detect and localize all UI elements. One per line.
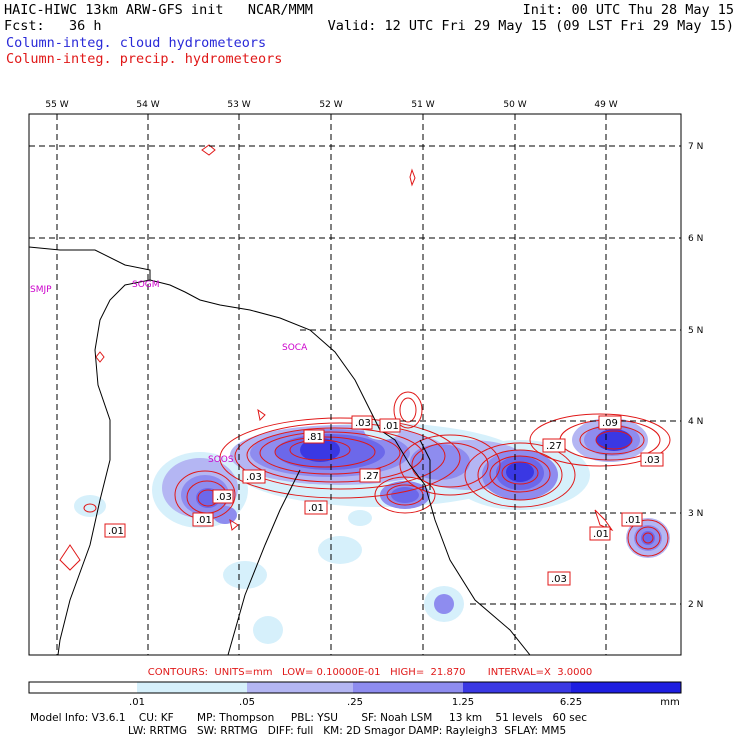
contour-value-labels: .01 .03 .01 .81 .03 .27 .01 .27 .03 .01 … bbox=[104, 415, 664, 586]
forecast-hour: Fcst: 36 h bbox=[4, 18, 102, 34]
colorbar-tick: 1.25 bbox=[452, 697, 474, 708]
contour-label: .03 bbox=[242, 469, 266, 484]
colorbar-tick: .25 bbox=[347, 697, 363, 708]
contour-label: .03 bbox=[640, 452, 664, 467]
init-time: Init: 00 UTC Thu 28 May 15 bbox=[522, 2, 734, 18]
lat-label: 6 N bbox=[688, 234, 703, 244]
contour-label: .27 bbox=[542, 438, 566, 453]
map-frame bbox=[28, 113, 682, 656]
precip-legend-label: Column-integ. precip. hydrometeors bbox=[6, 51, 283, 67]
graticule bbox=[29, 114, 681, 655]
station-label: SOGM bbox=[132, 280, 160, 290]
contour-label: .03 bbox=[212, 489, 234, 504]
colorbar-swatch bbox=[137, 682, 247, 693]
svg-text:.01: .01 bbox=[593, 529, 609, 540]
contour-label: .01 bbox=[589, 526, 611, 541]
cloud-legend-label: Column-integ. cloud hydrometeors bbox=[6, 35, 267, 51]
lat-label: 5 N bbox=[688, 326, 703, 336]
lat-label: 7 N bbox=[688, 142, 703, 152]
lon-label: 51 W bbox=[411, 100, 434, 110]
contour-label: .27 bbox=[359, 468, 381, 483]
colorbar-tick: .01 bbox=[129, 697, 145, 708]
svg-text:.01: .01 bbox=[196, 515, 212, 526]
svg-text:.81: .81 bbox=[307, 432, 323, 443]
model-info-line1: Model Info: V3.6.1 CU: KF MP: Thompson P… bbox=[30, 712, 587, 724]
colorbar-swatch bbox=[29, 682, 137, 693]
lon-label: 49 W bbox=[594, 100, 617, 110]
lon-label: 55 W bbox=[45, 100, 68, 110]
svg-text:.03: .03 bbox=[551, 574, 567, 585]
svg-text:.03: .03 bbox=[216, 492, 232, 503]
colorbar-swatch bbox=[353, 682, 463, 693]
colorbar: .01 .05 .25 1.25 6.25 mm bbox=[28, 681, 682, 708]
svg-text:.01: .01 bbox=[108, 526, 124, 537]
svg-text:.09: .09 bbox=[602, 418, 618, 429]
map-area: SMJP SOGM SOCA SOOS .01 .03 .01 .81 .03 … bbox=[29, 114, 681, 655]
svg-text:.03: .03 bbox=[644, 455, 660, 466]
longitude-labels: 55 W 54 W 53 W 52 W 51 W 50 W 49 W bbox=[45, 100, 617, 110]
contour-label: .01 bbox=[379, 418, 401, 433]
contour-label: .81 bbox=[303, 429, 325, 444]
colorbar-swatch bbox=[247, 682, 353, 693]
svg-text:.01: .01 bbox=[625, 515, 641, 526]
lat-label: 2 N bbox=[688, 600, 703, 610]
colorbar-frame bbox=[28, 681, 682, 694]
contours-info: CONTOURS: UNITS=mm LOW= 0.10000E-01 HIGH… bbox=[147, 667, 593, 678]
lat-label: 4 N bbox=[688, 417, 703, 427]
lon-label: 50 W bbox=[503, 100, 526, 110]
station-label: SOCA bbox=[282, 343, 308, 353]
contour-label: .01 bbox=[304, 500, 328, 515]
colorbar-swatch bbox=[463, 682, 571, 693]
station-label: SMJP bbox=[30, 285, 52, 295]
coastline bbox=[29, 246, 531, 655]
contour-label: .01 bbox=[192, 512, 214, 527]
station-label: SOOS bbox=[208, 455, 234, 465]
model-info-line2: LW: RRTMG SW: RRTMG DIFF: full KM: 2D Sm… bbox=[128, 725, 567, 737]
cloud-fill-layer bbox=[74, 418, 670, 644]
svg-text:.03: .03 bbox=[246, 472, 262, 483]
plot-title: HAIC-HIWC 13km ARW-GFS init NCAR/MMM bbox=[4, 2, 313, 18]
colorbar-unit: mm bbox=[660, 697, 679, 708]
svg-text:.27: .27 bbox=[546, 441, 562, 452]
valid-time: Valid: 12 UTC Fri 29 May 15 (09 LST Fri … bbox=[327, 18, 734, 34]
colorbar-swatch bbox=[571, 682, 681, 693]
contour-label: .01 bbox=[621, 512, 643, 527]
contour-label: .03 bbox=[351, 415, 373, 430]
contour-label: .01 bbox=[104, 523, 126, 538]
lon-label: 54 W bbox=[136, 100, 159, 110]
contour-label: .09 bbox=[598, 415, 622, 430]
colorbar-tick: 6.25 bbox=[560, 697, 582, 708]
lon-label: 53 W bbox=[227, 100, 250, 110]
lon-label: 52 W bbox=[319, 100, 342, 110]
colorbar-tick: .05 bbox=[239, 697, 255, 708]
contour-label: .03 bbox=[547, 571, 571, 586]
svg-text:.01: .01 bbox=[383, 421, 399, 432]
svg-text:.01: .01 bbox=[308, 503, 324, 514]
station-labels: SMJP SOGM SOCA SOOS bbox=[30, 280, 308, 465]
latitude-labels: 7 N 6 N 5 N 4 N 3 N 2 N bbox=[688, 142, 703, 610]
svg-text:.27: .27 bbox=[363, 471, 379, 482]
lat-label: 3 N bbox=[688, 509, 703, 519]
svg-text:.03: .03 bbox=[355, 418, 371, 429]
